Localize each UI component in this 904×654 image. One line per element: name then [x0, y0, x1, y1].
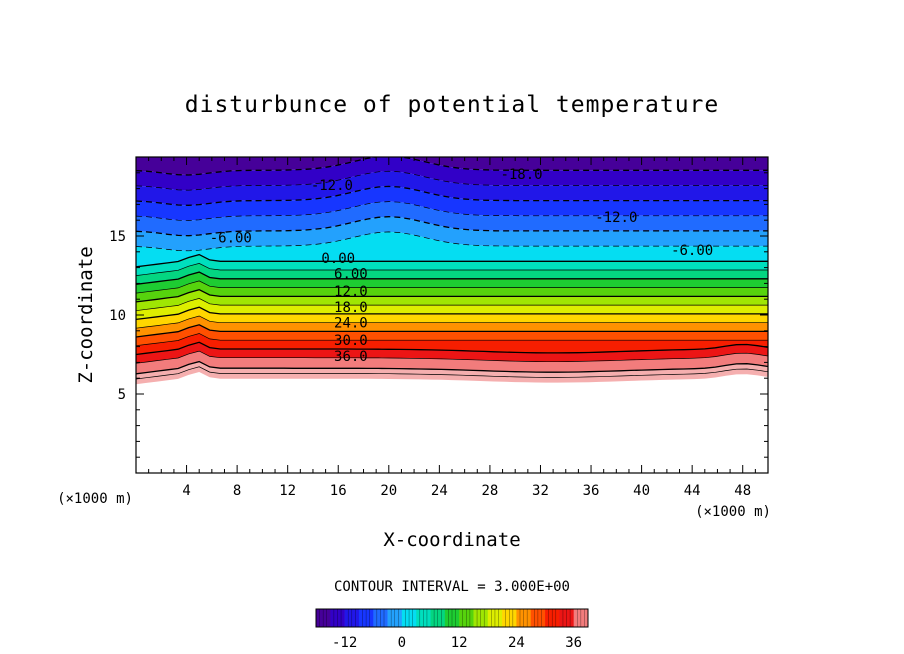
contour-band — [136, 186, 768, 221]
contour-lines — [136, 157, 768, 380]
contour-band — [136, 298, 768, 320]
contour-label: 24.0 — [334, 316, 368, 332]
contour-line — [136, 289, 768, 303]
contour-line — [136, 253, 768, 268]
contour-band — [136, 342, 768, 364]
contour-line — [136, 201, 768, 221]
contour-label: -6.00 — [210, 230, 252, 246]
contour-line — [136, 306, 768, 321]
x-tick-label: 4 — [182, 483, 190, 499]
contour-band — [136, 157, 768, 191]
contour-label: 0.00 — [321, 251, 355, 267]
contour-line — [136, 157, 768, 176]
contour-band — [136, 289, 768, 311]
contour-band — [136, 231, 768, 267]
y-tick-label: 15 — [109, 229, 126, 245]
contour-band — [136, 272, 768, 294]
contour-band — [136, 324, 768, 346]
contour-line — [136, 315, 768, 329]
x-tick-label: 8 — [233, 483, 241, 499]
contour-line — [136, 366, 768, 380]
contour-line — [136, 231, 768, 252]
x-tick-label: 24 — [431, 483, 448, 499]
contour-label: -6.00 — [671, 243, 713, 259]
contour-label: 6.00 — [334, 267, 368, 283]
contour-label: 18.0 — [334, 300, 368, 316]
contour-labels: -18.0 -12.0 -12.0 -6.00 -6.00 0.006.0012.018.… — [210, 167, 714, 365]
contour-band — [136, 171, 768, 206]
x-tick-label: 32 — [532, 483, 549, 499]
contour-line — [136, 333, 768, 347]
chart-title: disturbunce of potential temperature — [185, 92, 720, 118]
contour-label: -18.0 — [500, 167, 542, 183]
contour-band — [136, 263, 768, 285]
contour-line — [136, 263, 768, 276]
contour-line — [136, 271, 768, 285]
y-tick-label: 5 — [118, 387, 126, 403]
contour-line — [136, 185, 768, 206]
contour-band — [136, 307, 768, 329]
contour-line — [136, 360, 768, 375]
colorbar-tick-label: 0 — [398, 635, 406, 651]
colorbar — [315, 608, 589, 628]
x-tick-label: 12 — [279, 483, 296, 499]
colorbar-frame — [315, 608, 589, 628]
contour-label: -12.0 — [595, 210, 637, 226]
colorbar-tick-label: 12 — [451, 635, 468, 651]
contour-band — [136, 316, 768, 337]
contour-label: 12.0 — [334, 284, 368, 300]
colorbar-tick-label: -12 — [332, 635, 357, 651]
x-axis-label: X-coordinate — [383, 529, 520, 551]
contour-interval-text: CONTOUR INTERVAL = 3.000E+00 — [334, 579, 570, 595]
contour-label: 36.0 — [334, 349, 368, 365]
contour-band — [136, 201, 768, 236]
y-axis: 5 10 15 — [109, 172, 768, 458]
contour-band — [136, 366, 768, 385]
contour-line — [136, 298, 768, 312]
colorbar-tick-label: 24 — [508, 635, 525, 651]
x-tick-label: 16 — [330, 483, 347, 499]
contour-band — [136, 216, 768, 251]
colorbar-tick-label: 36 — [565, 635, 582, 651]
x-unit-left: (×1000 m) — [57, 491, 133, 507]
contour-line — [136, 280, 768, 294]
x-tick-label: 48 — [734, 483, 751, 499]
contour-band — [136, 333, 768, 355]
x-tick-label: 40 — [633, 483, 650, 499]
y-tick-label: 10 — [109, 308, 126, 324]
x-axis: 4 8 12 16 20 24 28 32 36 40 44 48 — [148, 157, 756, 499]
contour-line — [136, 324, 768, 338]
contour-band — [136, 280, 768, 302]
contour-line — [136, 350, 768, 364]
x-tick-label: 36 — [583, 483, 600, 499]
colorbar-ticks: -12 0 12 24 36 — [332, 635, 582, 651]
contour-band — [136, 157, 768, 175]
contour-line — [136, 341, 768, 356]
contour-band — [136, 254, 768, 276]
contour-line — [136, 216, 768, 237]
contour-label: 30.0 — [334, 333, 368, 349]
x-tick-label: 28 — [481, 483, 498, 499]
x-unit-right: (×1000 m) — [695, 504, 771, 520]
contour-line — [136, 170, 768, 191]
contour-label: -12.0 — [311, 178, 353, 194]
x-tick-label: 44 — [684, 483, 701, 499]
x-tick-label: 20 — [380, 483, 397, 499]
y-axis-label: Z-coordinate — [75, 246, 97, 383]
